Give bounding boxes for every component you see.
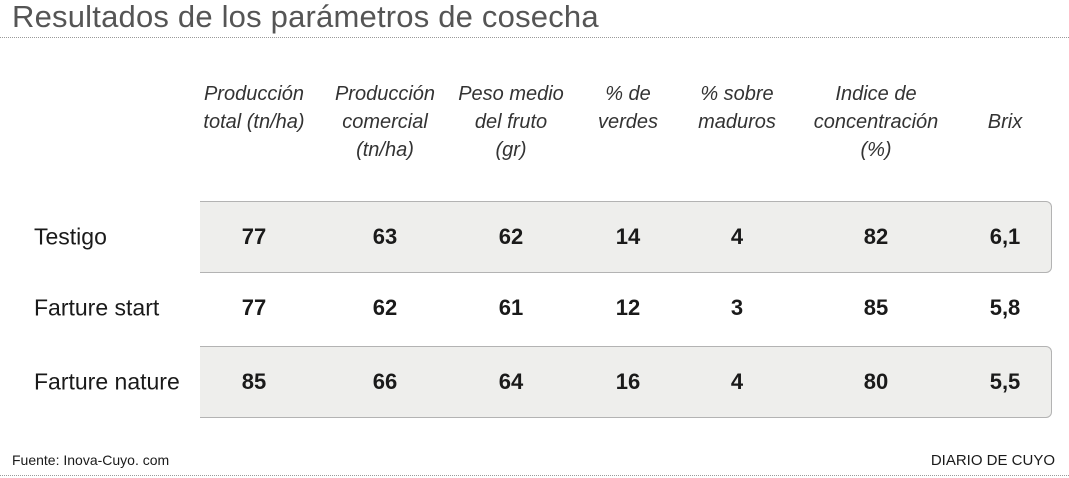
top-dotted-divider	[0, 37, 1069, 38]
source-note: Fuente: Inova-Cuyo. com	[12, 452, 170, 468]
table-cell: 63	[372, 224, 398, 249]
column-header-2: Producción comercial (tn/ha)	[335, 80, 435, 164]
row-label: Farture nature	[34, 368, 180, 395]
column-header-4: % de verdes	[598, 80, 658, 136]
column-header-1: Producción total (tn/ha)	[203, 80, 304, 136]
bottom-dotted-divider	[0, 475, 1069, 476]
column-header-line: (gr)	[495, 139, 527, 161]
table-cell: 14	[615, 224, 641, 249]
table-cell: 77	[241, 224, 267, 249]
column-header-line: Producción	[203, 83, 305, 105]
row-label: Farture start	[34, 294, 160, 321]
chart-title: Resultados de los parámetros de cosecha	[12, 0, 599, 34]
table-cell: 12	[615, 295, 641, 320]
table-cell: 66	[372, 369, 398, 394]
column-header-line: verdes	[597, 111, 659, 133]
publisher-brand: DIARIO DE CUYO	[930, 452, 1055, 469]
table-cell: 77	[241, 295, 267, 320]
table-cell: 61	[498, 295, 524, 320]
table-cell: 16	[615, 369, 641, 394]
table-cell: 6,1	[989, 224, 1021, 249]
table-cell: 85	[241, 369, 267, 394]
table-cell: 82	[863, 224, 889, 249]
column-header-line: concentración	[813, 111, 939, 133]
table-cell: 85	[863, 295, 889, 320]
row-band	[200, 201, 1052, 273]
table-cell: 5,5	[989, 369, 1021, 394]
column-header-line: Brix	[987, 111, 1023, 133]
column-header-5: % sobre maduros	[698, 80, 776, 136]
column-header-6: Indice de concentración (%)	[814, 80, 939, 164]
table-cell: 62	[372, 295, 398, 320]
column-header-line: Producción	[334, 83, 436, 105]
row-label: Testigo	[34, 223, 107, 250]
column-header-line: comercial	[342, 111, 428, 133]
column-header-line: % de	[605, 83, 651, 105]
column-header-line: Indice de	[835, 83, 917, 105]
table-cell: 4	[730, 224, 744, 249]
column-header-7: Brix	[988, 108, 1022, 136]
row-band	[200, 346, 1052, 418]
table-cell: 5,8	[989, 295, 1021, 320]
column-header-line: del fruto	[474, 111, 548, 133]
table-cell: 64	[498, 369, 524, 394]
column-header-line: (%)	[860, 139, 892, 161]
column-header-line: total (tn/ha)	[203, 111, 305, 133]
column-header-line: maduros	[698, 111, 776, 133]
column-header-line: Peso medio	[458, 83, 564, 105]
column-header-line: (tn/ha)	[356, 139, 414, 161]
column-header-line: % sobre	[700, 83, 774, 105]
table-cell: 3	[730, 295, 744, 320]
table-cell: 80	[863, 369, 889, 394]
column-header-3: Peso medio del fruto (gr)	[458, 80, 564, 164]
table-cell: 4	[730, 369, 744, 394]
table-cell: 62	[498, 224, 524, 249]
